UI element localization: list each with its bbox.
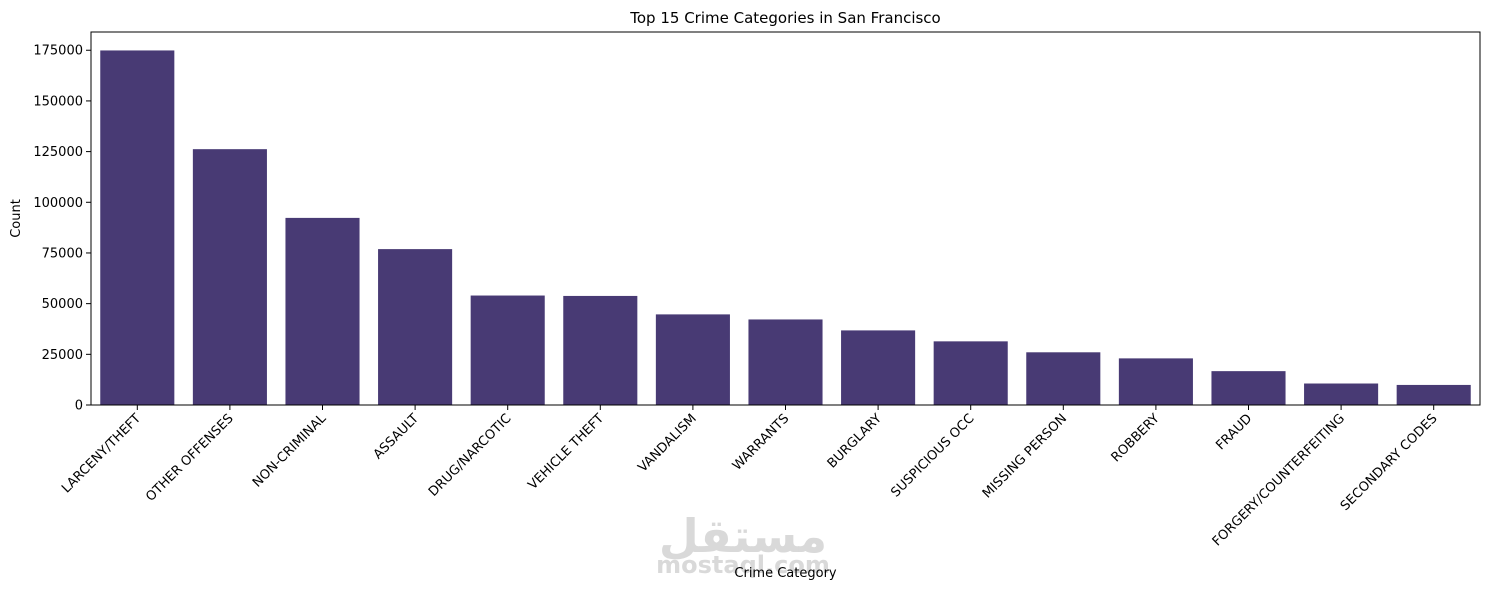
x-tick-label: DRUG/NARCOTIC	[426, 411, 515, 500]
watermark: مستقل mostaql.com	[656, 509, 830, 579]
x-tick-label: MISSING PERSON	[980, 411, 1070, 501]
bar-suspicious-occ	[933, 341, 1008, 405]
y-axis-title: Count	[9, 199, 24, 238]
watermark-arabic: مستقل	[659, 509, 827, 563]
x-tick-label: BURGLARY	[825, 411, 885, 471]
bar-forgery-counterfeiting	[1304, 383, 1379, 405]
x-tick-label: SECONDARY CODES	[1338, 411, 1441, 514]
bar-warrants	[748, 319, 823, 405]
bar-fraud	[1211, 371, 1286, 405]
x-tick-label: SUSPICIOUS OCC	[888, 411, 977, 500]
bar-secondary-codes	[1396, 384, 1471, 405]
x-tick-label: LARCENY/THEFT	[59, 411, 144, 496]
bar-assault	[378, 249, 453, 405]
y-tick-label: 175000	[33, 44, 83, 59]
chart-title: Top 15 Crime Categories in San Francisco	[629, 9, 940, 27]
y-tick-label: 150000	[33, 94, 83, 109]
y-tick-label: 75000	[42, 246, 83, 261]
bar-robbery	[1118, 358, 1193, 405]
bar-vandalism	[655, 314, 730, 405]
bar-larceny-theft	[100, 50, 175, 406]
x-axis-title: Crime Category	[734, 566, 837, 581]
bar-non-criminal	[285, 217, 360, 405]
y-tick-label: 125000	[33, 145, 83, 160]
y-tick-label: 50000	[42, 297, 83, 312]
x-tick-label: VANDALISM	[635, 411, 699, 475]
x-tick-label: ASSAULT	[371, 411, 422, 462]
bar-vehicle-theft	[563, 295, 638, 405]
watermark-latin: mostaql.com	[656, 551, 830, 579]
y-axis: 0 25000 50000 75000 100000 125000 150000 175000	[33, 44, 91, 414]
y-tick-label: 25000	[42, 348, 83, 363]
x-tick-label: ROBBERY	[1109, 411, 1163, 465]
plot-frame	[90, 31, 1481, 406]
y-tick-label: 0	[75, 399, 83, 414]
x-tick-label: FRAUD	[1213, 411, 1255, 453]
x-tick-label: OTHER OFFENSES	[143, 411, 236, 504]
bar-burglary	[841, 330, 916, 405]
x-tick-label: NON-CRIMINAL	[250, 411, 330, 491]
bars-group	[100, 50, 1471, 406]
x-tick-label: VEHICLE THEFT	[525, 411, 607, 493]
x-tick-label: WARRANTS	[730, 411, 793, 474]
bar-drug-narcotic	[470, 295, 545, 405]
y-tick-label: 100000	[33, 196, 83, 211]
bar-other-offenses	[192, 149, 267, 405]
bar-missing-person	[1026, 352, 1101, 405]
